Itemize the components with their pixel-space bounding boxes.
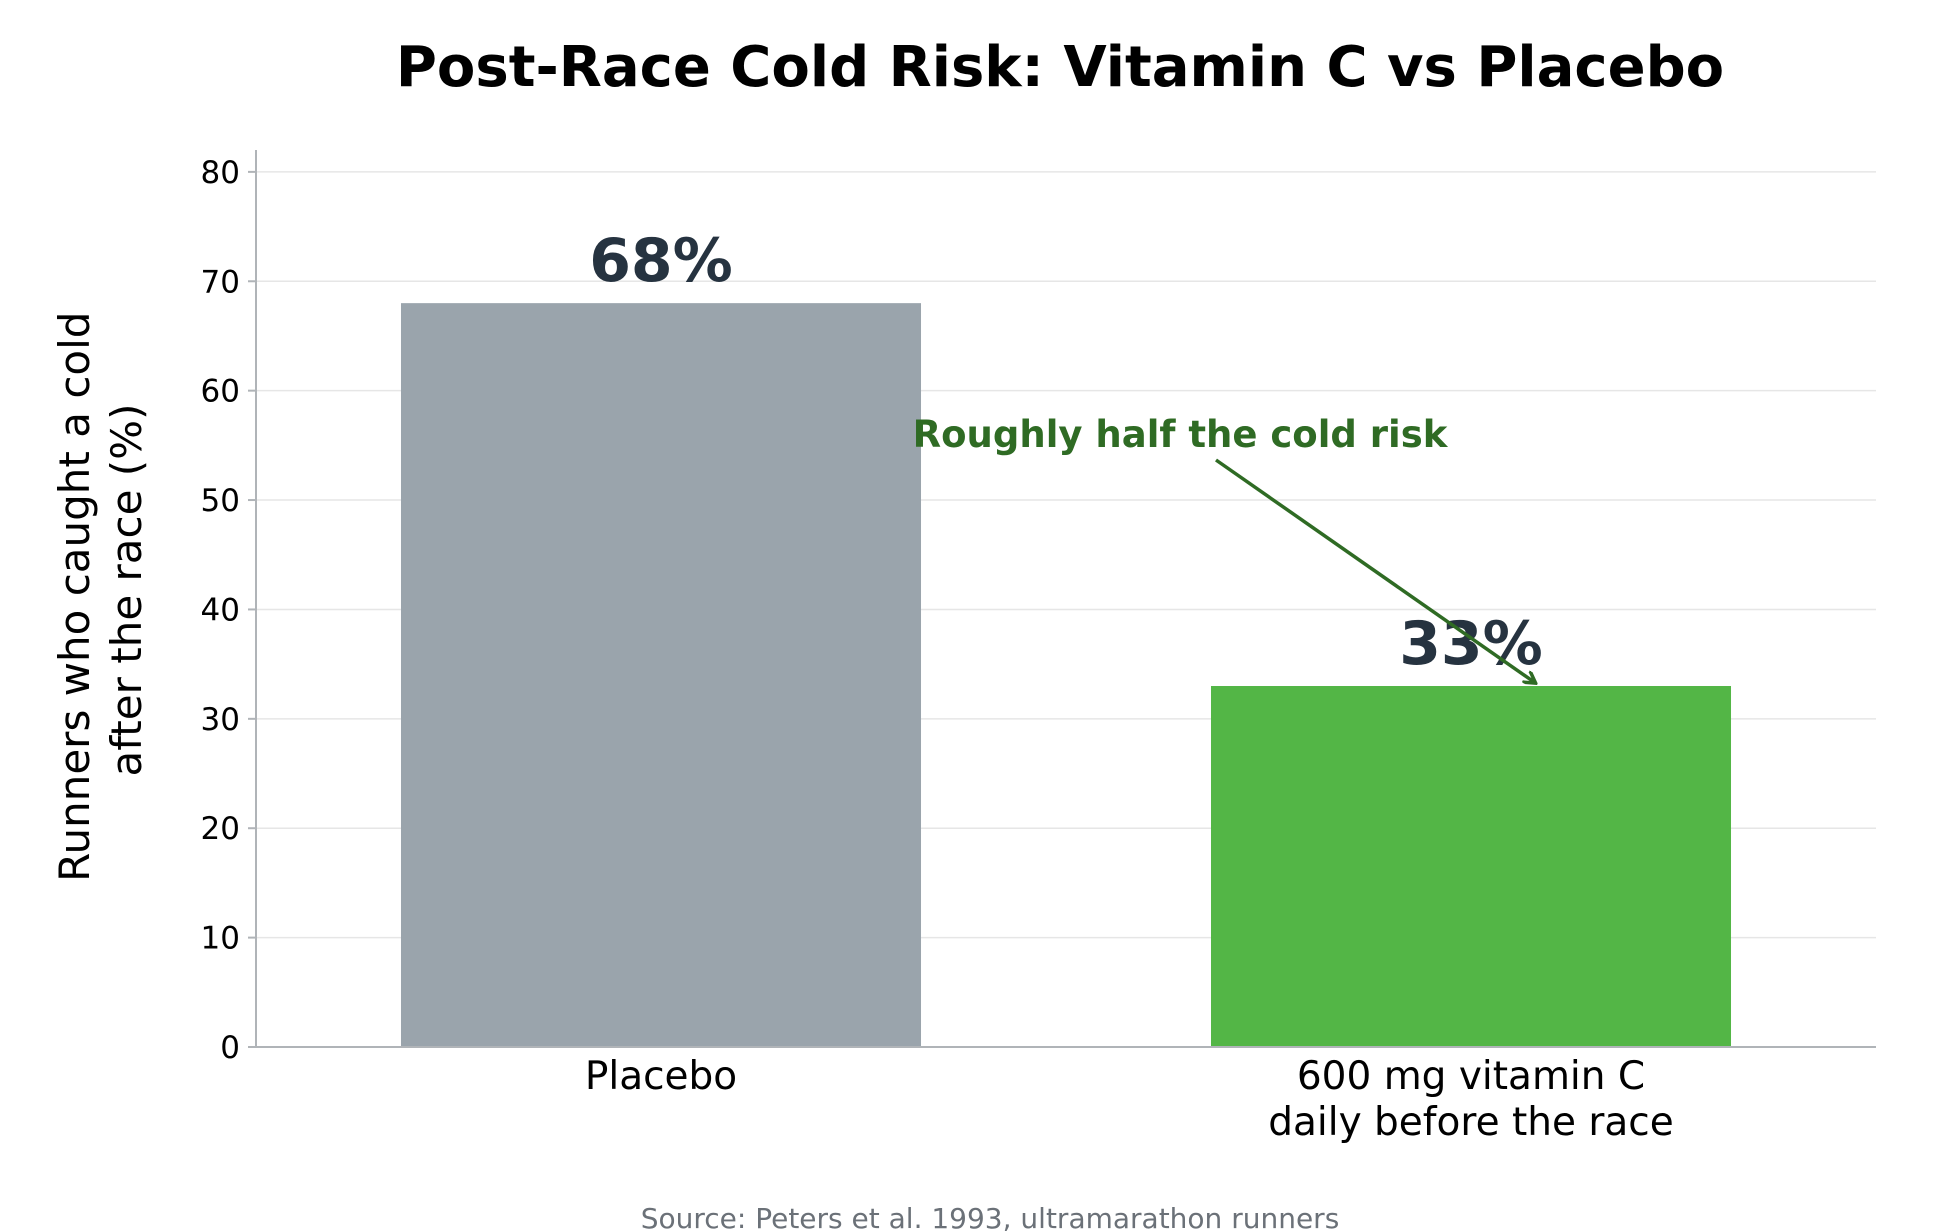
- y-tick-label: 30: [201, 702, 240, 738]
- y-tick-label: 40: [201, 592, 240, 628]
- y-axis-label-line-1: Runners who caught a cold: [50, 312, 99, 882]
- y-tick-label: 0: [220, 1030, 240, 1066]
- data-label: 33%: [1399, 609, 1543, 679]
- chart-title: Post-Race Cold Risk: Vitamin C vs Placeb…: [396, 35, 1724, 100]
- x-tick-label: daily before the race: [1268, 1100, 1673, 1145]
- axes: [255, 150, 1876, 1048]
- y-tick-label: 70: [201, 264, 240, 300]
- y-axis-label: Runners who caught a cold after the race…: [50, 298, 151, 882]
- bar: [400, 303, 922, 1047]
- y-tick-label: 50: [201, 483, 240, 519]
- y-ticks: 0 10 20 30 40 50 60 70 80: [201, 155, 256, 1066]
- y-tick-label: 20: [201, 811, 240, 847]
- source-note: Source: Peters et al. 1993, ultramaratho…: [641, 1202, 1340, 1232]
- annotation-arrow: [1214, 458, 1534, 682]
- x-tick-label: Placebo: [585, 1054, 737, 1099]
- annotation-text: Roughly half the cold risk: [913, 413, 1449, 456]
- data-label: 68%: [589, 226, 733, 296]
- bar: [1210, 686, 1732, 1047]
- data-labels: 68% 33%: [589, 226, 1543, 679]
- annotation: Roughly half the cold risk: [913, 413, 1534, 682]
- bars: [400, 303, 1732, 1047]
- y-axis-label-line-2: after the race (%): [102, 404, 151, 777]
- x-tick-label: 600 mg vitamin C: [1297, 1054, 1645, 1099]
- y-tick-label: 80: [201, 155, 240, 191]
- y-tick-label: 10: [201, 921, 240, 957]
- y-tick-label: 60: [201, 374, 240, 410]
